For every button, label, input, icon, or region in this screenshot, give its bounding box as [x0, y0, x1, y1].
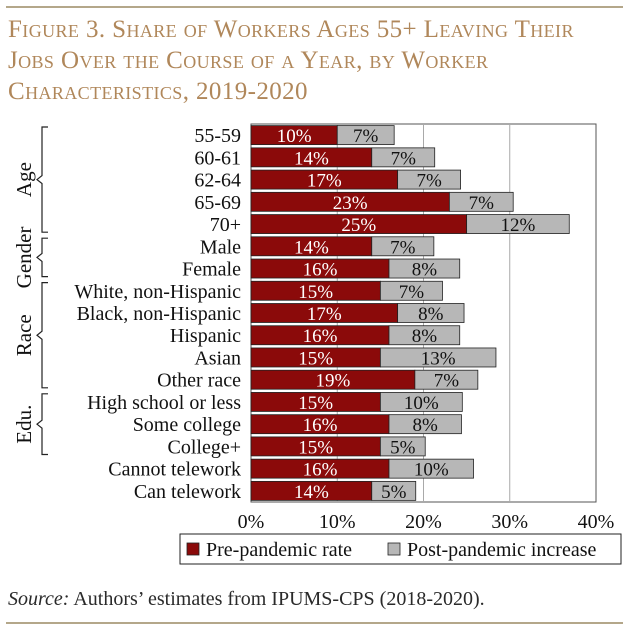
data-label-post: 7% [390, 237, 416, 258]
data-label-post: 7% [469, 193, 495, 214]
data-label-post: 12% [501, 215, 536, 236]
data-label-pre: 16% [303, 415, 338, 436]
bar-post-pandemic [379, 436, 426, 457]
group-label: Age [12, 162, 36, 197]
bar-post-pandemic [414, 369, 479, 390]
bottom-rule [6, 622, 623, 624]
data-label-pre: 16% [303, 260, 338, 281]
x-tick-label: 40% [578, 511, 615, 533]
legend-swatch-post [387, 542, 401, 556]
group-bracket [36, 282, 48, 389]
bar-post-pandemic [371, 236, 435, 257]
legend-swatch-pre [186, 542, 200, 556]
data-label-pre: 23% [333, 193, 368, 214]
data-label-pre: 16% [303, 326, 338, 347]
group-bracket [36, 237, 48, 278]
data-label-post: 8% [412, 326, 438, 347]
data-label-post: 8% [418, 304, 444, 325]
data-label-post: 7% [391, 148, 417, 169]
data-label-post: 7% [399, 282, 425, 303]
source-label: Source: [8, 588, 70, 610]
category-label: 60-61 [194, 147, 241, 169]
x-tick-label: 0% [238, 511, 265, 533]
data-label-post: 10% [414, 460, 449, 481]
bar-post-pandemic [371, 147, 436, 168]
category-label: Hispanic [170, 325, 241, 347]
bar-post-pandemic [397, 303, 465, 323]
x-tick-label: 10% [319, 511, 356, 533]
data-label-pre: 14% [294, 148, 329, 169]
data-label-pre: 15% [298, 282, 333, 303]
data-label-pre: 19% [316, 371, 351, 392]
group-label: Race [12, 314, 36, 356]
category-label: 62-64 [194, 170, 241, 192]
data-label-post: 8% [412, 260, 438, 281]
data-label-pre: 17% [307, 304, 342, 325]
data-label-pre: 10% [277, 126, 312, 147]
data-label-post: 7% [434, 371, 460, 392]
data-label-pre: 14% [294, 482, 329, 503]
group-bracket [36, 126, 48, 233]
category-label: Cannot telework [108, 459, 241, 481]
category-label: College+ [168, 436, 242, 458]
category-label: White, non-Hispanic [74, 281, 241, 303]
group-label: Gender [12, 227, 36, 289]
category-label: 55-59 [194, 125, 241, 147]
bar-post-pandemic [388, 414, 462, 435]
bar-post-pandemic [448, 191, 514, 212]
category-label: Female [182, 259, 241, 281]
category-label: 70+ [210, 214, 241, 236]
category-label: Black, non-Hispanic [77, 303, 242, 325]
category-label: 65-69 [194, 192, 241, 214]
category-label: High school or less [87, 392, 241, 414]
bar-post-pandemic [388, 458, 474, 479]
data-label-pre: 17% [307, 171, 342, 192]
category-label: Can telework [134, 481, 241, 503]
data-label-post: 7% [353, 126, 379, 147]
data-label-post: 8% [413, 415, 439, 436]
legend-label-post: Post-pandemic increase [407, 539, 596, 561]
source-note: Source: Authors’ estimates from IPUMS-CP… [8, 588, 485, 611]
legend-box [179, 533, 622, 565]
bar-post-pandemic [466, 214, 570, 234]
bar-post-pandemic [371, 480, 417, 501]
source-text: Authors’ estimates from IPUMS-CPS (2018-… [69, 588, 485, 610]
bar-post-pandemic [336, 125, 395, 146]
data-label-post: 5% [390, 437, 416, 458]
data-label-pre: 15% [298, 393, 333, 414]
category-label: Asian [194, 347, 241, 369]
category-label: Some college [133, 414, 241, 436]
bar-post-pandemic [379, 347, 497, 368]
legend-label-pre: Pre-pandemic rate [206, 539, 352, 561]
group-label: Edu. [12, 405, 36, 444]
data-label-pre: 25% [341, 215, 376, 236]
top-rule [6, 6, 623, 8]
data-label-post: 5% [381, 482, 407, 503]
bar-post-pandemic [379, 280, 443, 301]
data-label-post: 13% [421, 348, 456, 369]
figure-title: Figure 3. Share of Workers Ages 55+ Leav… [8, 16, 574, 105]
x-tick-label: 20% [405, 511, 442, 533]
data-label-post: 7% [416, 171, 442, 192]
category-label: Other race [157, 370, 241, 392]
bar-post-pandemic [388, 325, 461, 346]
category-label: Male [200, 236, 241, 258]
data-label-pre: 15% [298, 437, 333, 458]
x-tick-label: 30% [491, 511, 528, 533]
bar-post-pandemic [379, 392, 463, 412]
bar-post-pandemic [397, 169, 461, 190]
data-label-pre: 16% [303, 460, 338, 481]
data-label-post: 10% [404, 393, 439, 414]
data-label-pre: 14% [294, 237, 329, 258]
bar-post-pandemic [388, 258, 461, 279]
data-label-pre: 15% [298, 348, 333, 369]
group-bracket [36, 393, 48, 456]
